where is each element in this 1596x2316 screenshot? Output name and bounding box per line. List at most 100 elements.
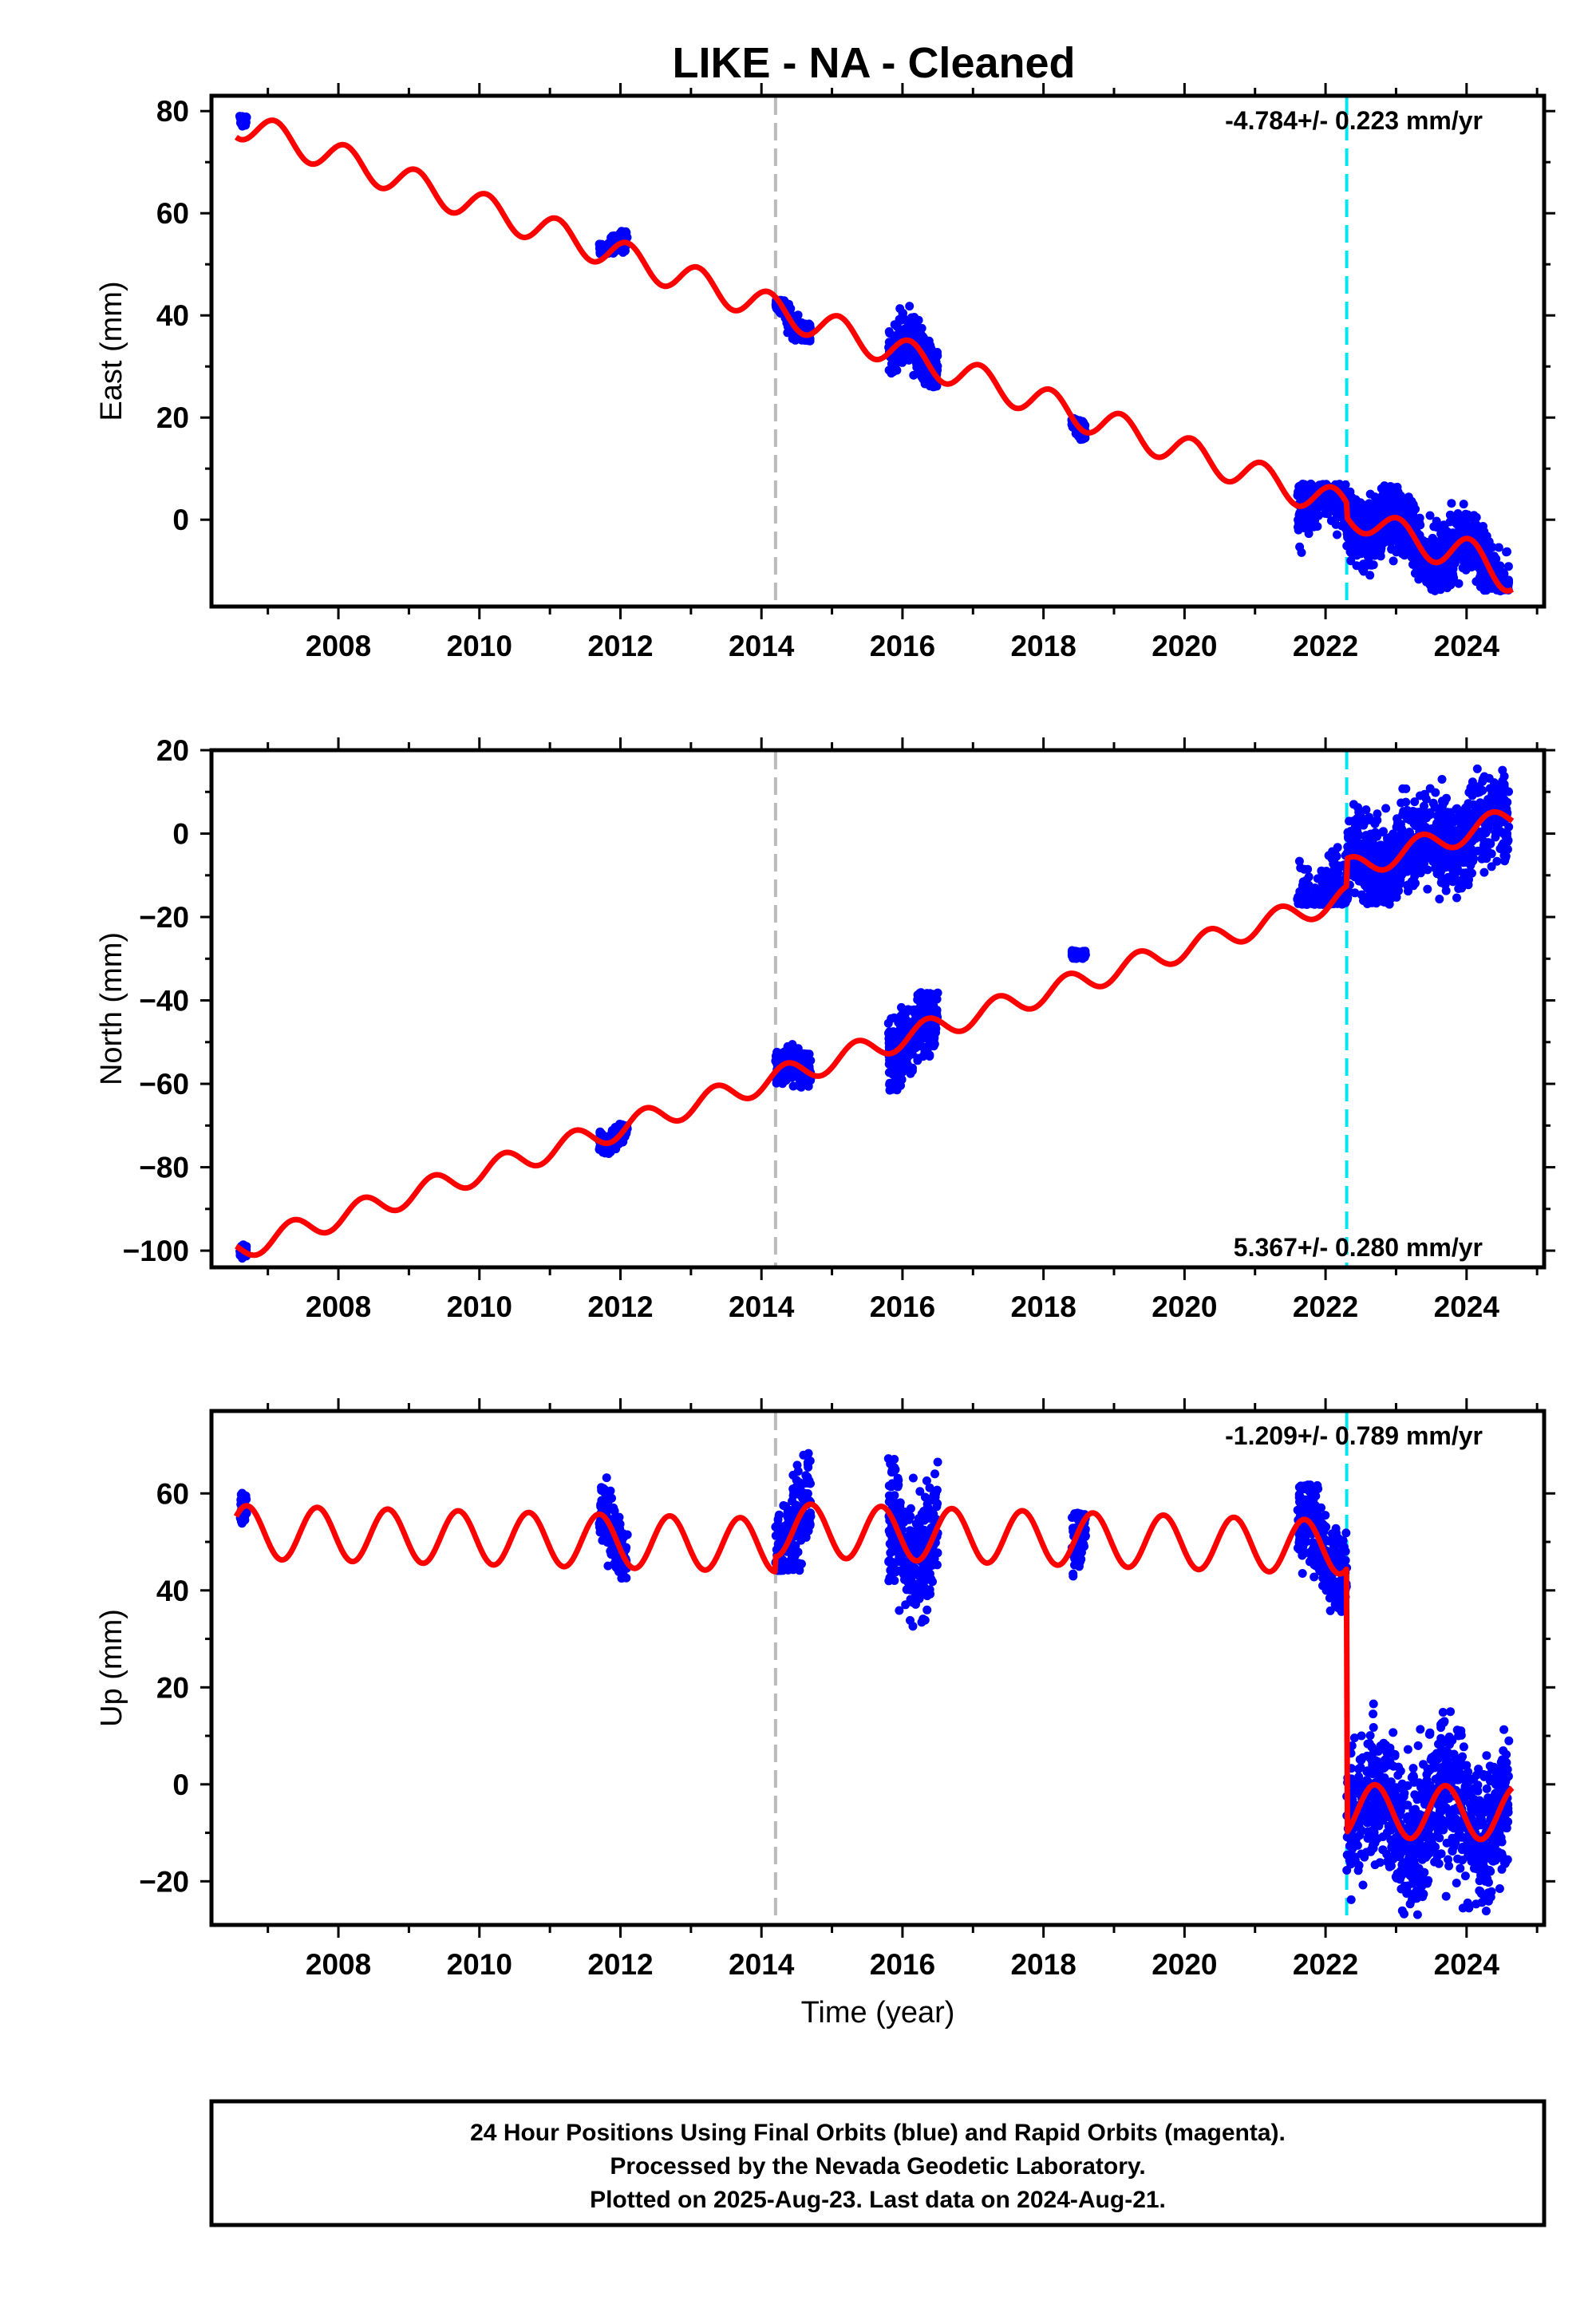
data-point [921, 338, 930, 348]
x-tick-label: 2014 [729, 1290, 795, 1323]
data-point [1397, 504, 1407, 514]
data-point [1344, 832, 1353, 842]
data-point [1503, 562, 1513, 571]
data-point [1502, 830, 1511, 840]
data-point [600, 1485, 610, 1495]
data-point [1460, 522, 1469, 532]
data-point [1317, 866, 1326, 875]
x-tick-label: 2008 [306, 630, 371, 662]
data-point [1411, 808, 1420, 817]
data-point [1466, 559, 1476, 568]
data-point [925, 1494, 934, 1504]
data-point [1344, 846, 1353, 856]
data-point [1309, 522, 1318, 532]
data-point [1306, 895, 1316, 904]
data-point [778, 1522, 788, 1531]
panel-east: 2008 2010 2012 2014 2016 2018 2020 2022 20248060… [95, 83, 1555, 662]
y-tick-label: 20 [156, 734, 189, 767]
panel-up: 2008 2010 2012 2014 2016 2018 2020 2022 20246040… [95, 1398, 1555, 2029]
data-point [237, 1519, 247, 1528]
panels: 2008 2010 2012 2014 2016 2018 2020 2022 20248060… [95, 83, 1555, 2029]
data-point [1437, 873, 1447, 883]
data-point [917, 372, 926, 381]
data-point [891, 1070, 901, 1080]
data-point [1468, 523, 1477, 532]
data-point [1431, 788, 1440, 797]
data-point [1458, 544, 1468, 554]
y-axis-label: North (mm) [95, 932, 128, 1085]
data-point [788, 1069, 797, 1078]
data-point [800, 1057, 809, 1065]
data-point [1494, 543, 1503, 552]
y-tick-label: −20 [139, 901, 189, 934]
data-point [237, 113, 247, 122]
data-point [1302, 484, 1311, 493]
data-point [900, 1065, 910, 1074]
data-point [1415, 569, 1424, 579]
data-point [1334, 861, 1344, 871]
y-tick-label: 0 [172, 504, 189, 536]
data-point [926, 1575, 935, 1584]
data-point [1385, 899, 1394, 909]
data-point [1398, 784, 1408, 793]
x-tick-label: 2008 [306, 1290, 371, 1323]
data-point [1341, 480, 1350, 489]
data-point [900, 1055, 909, 1065]
data-point [1420, 838, 1429, 848]
data-point [1370, 819, 1380, 828]
data-point [1458, 563, 1468, 573]
data-point [1393, 817, 1403, 827]
data-point [1373, 809, 1382, 819]
data-point [1358, 565, 1367, 575]
data-point [1351, 502, 1361, 512]
data-point [1403, 809, 1412, 819]
data-point [798, 1494, 808, 1504]
data-point [774, 1510, 784, 1520]
data-points [235, 764, 1514, 1263]
data-point [1503, 797, 1512, 807]
data-point [1354, 831, 1364, 840]
data-point [905, 302, 915, 311]
data-point [894, 1018, 903, 1027]
data-point [1404, 829, 1413, 839]
x-tick-label: 2010 [447, 630, 512, 662]
data-point [1454, 884, 1464, 893]
figure-title: LIKE - NA - Cleaned [672, 39, 1075, 87]
x-tick-label: 2010 [447, 1290, 512, 1323]
data-point [1370, 832, 1380, 841]
y-tick-label: −100 [123, 1235, 189, 1267]
data-point [908, 1598, 918, 1607]
data-point [237, 1488, 247, 1498]
data-point [1473, 788, 1483, 797]
data-point [1482, 586, 1491, 595]
data-point [930, 992, 938, 1002]
data-point [795, 1081, 804, 1091]
data-point [907, 313, 916, 322]
data-point [1357, 890, 1366, 899]
x-tick-label: 2022 [1293, 630, 1358, 662]
data-point [803, 1460, 812, 1469]
data-point [1401, 797, 1411, 807]
data-point [922, 1046, 932, 1055]
data-point [1370, 502, 1380, 512]
data-point [1503, 547, 1511, 556]
data-point [1459, 500, 1468, 509]
data-point [1440, 849, 1449, 859]
data-point [1397, 535, 1406, 544]
data-point [1480, 535, 1490, 544]
x-tick-label: 2018 [1010, 630, 1076, 662]
x-tick-label: 2012 [587, 630, 653, 662]
x-tick-label: 2020 [1152, 1290, 1217, 1323]
data-point [897, 330, 907, 339]
data-point [1435, 895, 1444, 903]
data-point [904, 1045, 914, 1055]
data-point [1304, 529, 1314, 539]
y-tick-label: 40 [156, 299, 189, 332]
data-point [917, 1586, 926, 1595]
data-point [895, 1553, 904, 1563]
data-point [800, 1479, 809, 1488]
data-point [885, 1027, 895, 1037]
data-point [1300, 864, 1309, 874]
data-point [915, 1543, 924, 1553]
